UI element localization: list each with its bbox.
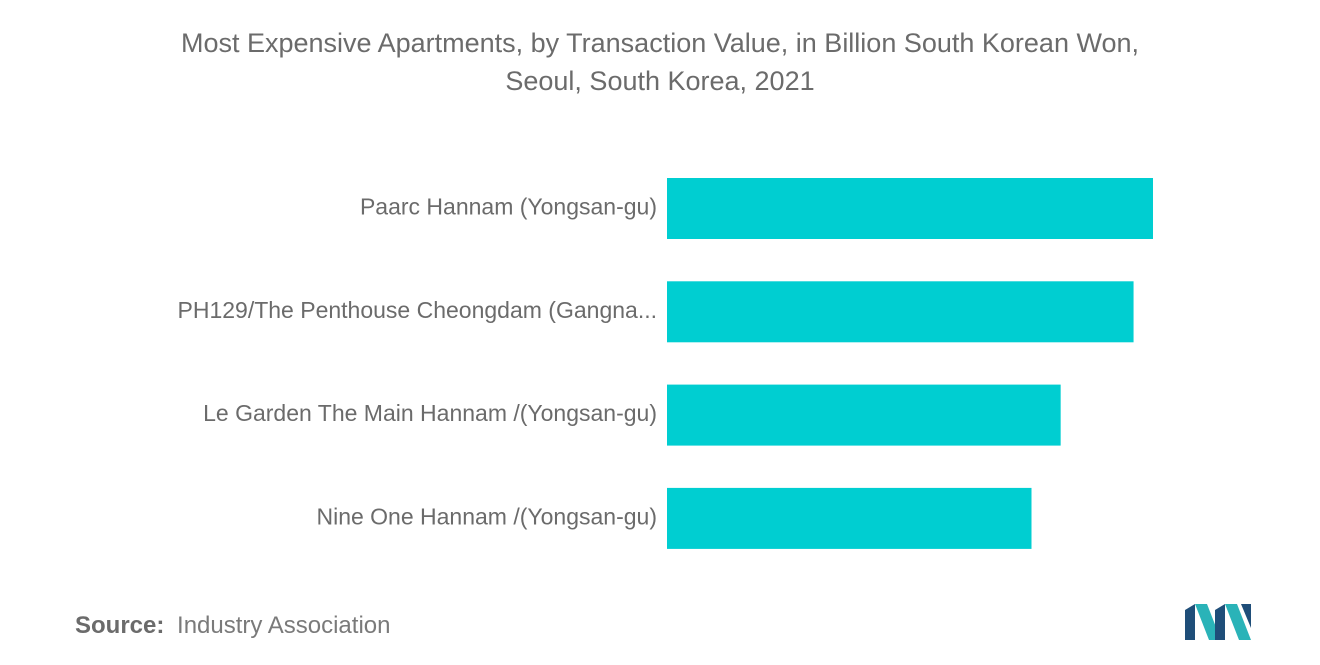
source-value: Industry Association — [177, 612, 391, 639]
source-label: Source: — [75, 612, 165, 639]
bar-3 — [667, 384, 1061, 446]
bar-1 — [667, 178, 1153, 239]
source-note: Source: Industry Association — [75, 612, 390, 640]
category-label-1: Paarc Hannam (Yongsan-gu) — [360, 194, 657, 220]
category-label-3: Le Garden The Main Hannam /(Yongsan-gu) — [203, 400, 657, 426]
bar-4 — [667, 487, 1032, 549]
bar-chart: Paarc Hannam (Yongsan-gu) PH129/The Penth… — [178, 178, 1153, 549]
category-label-2: PH129/The Penthouse Cheongdam (Gangna... — [178, 297, 658, 323]
chart-title-line-1: Most Expensive Apartments, by Transactio… — [180, 28, 1139, 58]
chart-title-line-2: Seoul, South Korea, 2021 — [505, 66, 815, 96]
brand-logo-icon — [1185, 604, 1251, 640]
category-label-4: Nine One Hannam /(Yongsan-gu) — [316, 503, 657, 529]
bar-2 — [667, 281, 1134, 343]
